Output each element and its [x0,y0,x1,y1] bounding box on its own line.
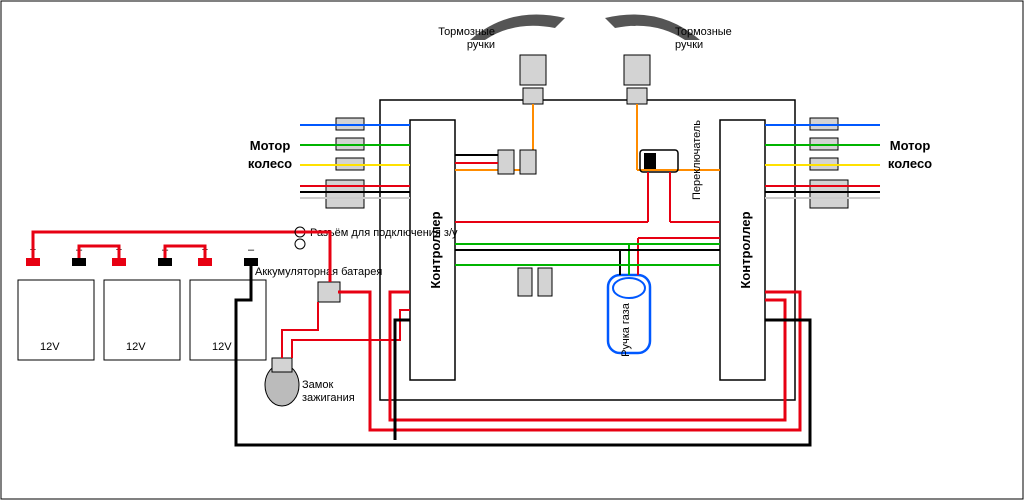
motor-left-label1: Мотор [250,138,291,153]
charger-label: Разъём для подключения з/у [310,227,458,239]
throttle-label: Ручка газа [620,302,632,357]
wiring-diagram: Контроллер Контроллер Тормозныеручки Тор… [0,0,1024,500]
plug-1 [518,268,532,296]
svg-text:–: – [248,244,255,256]
aux-plug-2 [520,150,536,174]
aux-plug-1 [498,150,514,174]
batt1-v: 12V [40,341,60,353]
motor-left-connectors [326,118,364,208]
motor-left-label2: колесо [248,156,292,171]
motor-right-label2: колесо [888,156,932,171]
batt3-v: 12V [212,341,232,353]
svg-text:Тормозныеручки: Тормозныеручки [438,26,495,51]
bus-positive [338,292,800,430]
ignition-label: Замокзажигания [302,379,355,404]
battery-label: Аккумуляторная батарея [255,266,382,278]
motor-right-label1: Мотор [890,138,931,153]
switch-label: Переключатель [691,120,703,200]
ignition-lock [265,358,299,406]
batt2-v: 12V [126,341,146,353]
motor-right-connectors [810,118,848,208]
controller-left-label: Контроллер [428,211,443,288]
plug-2 [538,268,552,296]
controller-right-label: Контроллер [738,211,753,288]
svg-text:Тормозныеручки: Тормозныеручки [675,26,732,51]
batt-connector [318,282,340,302]
